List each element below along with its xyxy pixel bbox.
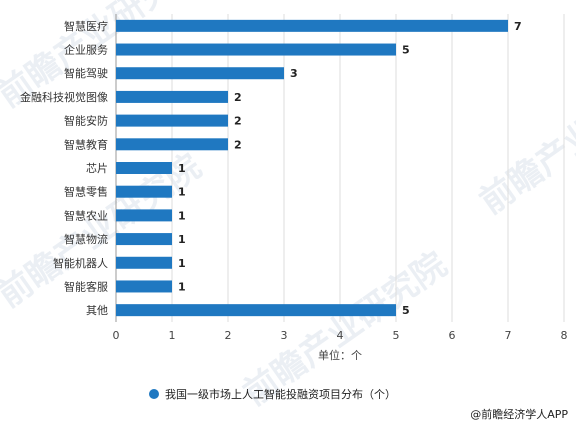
category-label: 智慧零售	[64, 185, 108, 199]
x-tick-label: 5	[393, 329, 400, 342]
value-label: 2	[234, 91, 242, 104]
category-label: 智能客服	[64, 279, 108, 293]
bar	[116, 185, 172, 198]
value-labels: 7 5 3 2 2 2 1 1 1 1 1 1 5	[178, 20, 522, 317]
value-label: 3	[290, 67, 298, 80]
bar	[116, 304, 396, 317]
x-tick-label: 2	[225, 329, 232, 342]
value-label: 1	[178, 209, 186, 222]
x-tick-label: 6	[449, 329, 456, 342]
x-axis-title: 单位：个	[318, 348, 362, 362]
legend-marker	[149, 389, 159, 399]
value-label: 5	[402, 44, 410, 57]
category-label: 智慧医疗	[64, 19, 108, 33]
category-label: 智慧农业	[64, 208, 108, 222]
value-label: 2	[234, 115, 242, 128]
x-tick-label: 7	[505, 329, 512, 342]
bar	[116, 280, 172, 293]
bars	[116, 19, 508, 317]
bar	[116, 138, 228, 151]
legend-label: 我国一级市场上人工智能投融资项目分布（个）	[165, 387, 396, 401]
value-label: 5	[402, 304, 410, 317]
bar	[116, 114, 228, 127]
bar	[116, 233, 172, 246]
category-label: 金融科技视觉图像	[20, 90, 108, 104]
source-credit: @前瞻经济学人APP	[470, 407, 568, 421]
category-label: 智慧物流	[64, 232, 108, 246]
watermark-layer: 前瞻产业研究院 前瞻产业研究院 前瞻产业研究院 前瞻产业研究院	[0, 0, 576, 414]
category-label: 企业服务	[64, 43, 108, 57]
value-label: 1	[178, 162, 186, 175]
bar	[116, 162, 172, 174]
value-label: 7	[514, 20, 522, 33]
category-label: 智能机器人	[53, 256, 108, 270]
x-tick-label: 1	[169, 329, 176, 342]
legend: 我国一级市场上人工智能投融资项目分布（个）	[149, 387, 396, 401]
bar	[116, 43, 396, 56]
x-tick-label: 3	[281, 329, 288, 342]
bar	[116, 256, 172, 269]
category-label: 智能驾驶	[64, 66, 108, 80]
value-label: 2	[234, 138, 242, 151]
bar	[116, 19, 508, 32]
x-tick-label: 4	[337, 329, 344, 342]
category-label: 芯片	[86, 161, 108, 175]
x-tick-label: 0	[113, 329, 120, 342]
bar	[116, 90, 228, 103]
category-labels: 智慧医疗企业服务智能驾驶金融科技视觉图像智能安防智慧教育芯片智慧零售智慧农业智慧…	[20, 19, 108, 317]
gridlines	[115, 14, 565, 322]
x-tick-labels: 0 1 2 3 4 5 6 7 8	[113, 329, 568, 342]
category-label: 智慧教育	[64, 137, 108, 151]
bar	[116, 209, 172, 222]
bar	[116, 67, 284, 80]
value-label: 1	[178, 280, 186, 293]
value-label: 1	[178, 233, 186, 246]
category-label: 其他	[86, 304, 108, 317]
value-label: 1	[178, 257, 186, 270]
watermark: 前瞻产业研究院	[473, 53, 576, 222]
category-label: 智能安防	[64, 114, 108, 128]
value-label: 1	[178, 186, 186, 199]
x-tick-label: 8	[561, 329, 568, 342]
